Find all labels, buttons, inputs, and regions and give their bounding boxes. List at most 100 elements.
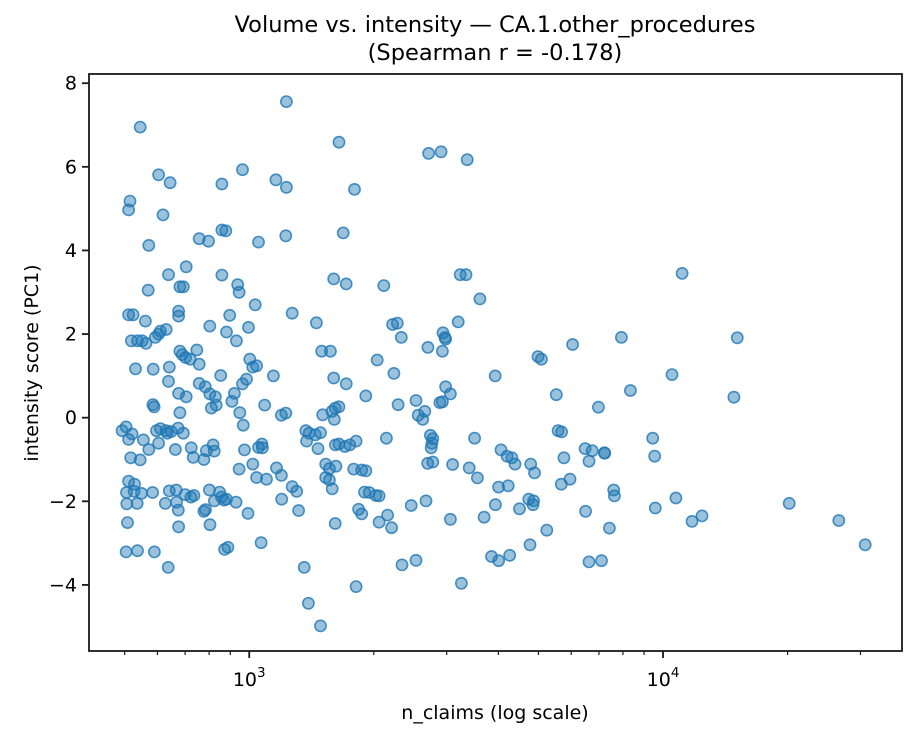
data-point	[359, 464, 373, 478]
data-point	[190, 343, 204, 357]
data-point	[129, 362, 142, 376]
data-point	[485, 550, 498, 563]
data-point	[202, 483, 216, 497]
data-point	[435, 395, 449, 409]
data-point	[172, 309, 185, 323]
data-point	[557, 451, 571, 465]
data-point	[648, 449, 662, 463]
data-point	[203, 319, 217, 333]
data-point	[473, 292, 487, 306]
data-point	[782, 496, 796, 510]
data-point	[372, 489, 386, 503]
data-point	[329, 459, 343, 473]
data-point	[119, 545, 133, 559]
y-tick-label: 8	[65, 73, 77, 95]
data-point	[459, 268, 473, 282]
data-point	[250, 359, 263, 373]
data-point	[229, 334, 243, 348]
data-point	[370, 353, 384, 367]
data-point	[426, 455, 440, 469]
data-point	[184, 490, 198, 504]
tick-labels-layer: 8 6 4 2 0 −2 −4 103 104	[49, 73, 679, 691]
data-point	[395, 558, 409, 572]
data-point	[424, 441, 438, 455]
data-point	[198, 380, 212, 394]
data-point	[377, 279, 391, 292]
data-point	[236, 418, 250, 432]
data-point	[460, 153, 474, 167]
data-point	[503, 548, 517, 562]
data-point	[161, 561, 175, 574]
data-point	[223, 308, 237, 322]
data-point	[314, 619, 327, 633]
data-point	[446, 458, 459, 471]
chart-subtitle: (Spearman r = -0.178)	[368, 40, 623, 66]
data-point	[669, 491, 683, 505]
data-point	[136, 433, 150, 447]
data-point	[513, 502, 526, 516]
data-point	[439, 332, 452, 346]
data-point	[301, 596, 315, 610]
data-point	[325, 482, 339, 496]
data-point	[147, 400, 161, 414]
data-point	[730, 331, 744, 345]
data-point	[470, 471, 484, 485]
data-point	[608, 489, 621, 503]
data-point	[248, 298, 262, 312]
data-point	[339, 277, 353, 291]
data-point	[355, 507, 369, 521]
data-point	[540, 523, 554, 537]
data-point	[229, 495, 243, 509]
data-point	[454, 576, 468, 590]
data-point	[147, 545, 161, 559]
data-point	[488, 369, 502, 383]
y-tick-label: 6	[65, 156, 77, 178]
data-point	[260, 472, 273, 486]
data-point	[220, 325, 233, 339]
data-point	[300, 434, 313, 448]
data-point	[146, 486, 159, 499]
data-point	[675, 266, 689, 280]
data-point	[615, 330, 628, 344]
data-point	[505, 451, 519, 465]
data-point	[127, 484, 141, 498]
data-point	[138, 314, 152, 328]
data-point	[665, 368, 679, 381]
data-point	[359, 389, 373, 403]
data-point	[275, 492, 289, 506]
data-point	[232, 462, 246, 476]
data-point	[173, 406, 187, 420]
data-point	[685, 515, 699, 528]
data-point	[390, 316, 404, 330]
data-point	[492, 554, 505, 568]
data-point	[578, 442, 592, 455]
data-point	[246, 457, 260, 471]
data-point	[227, 386, 241, 400]
data-point	[203, 518, 217, 532]
data-point	[120, 497, 134, 511]
data-point	[443, 387, 457, 401]
data-point	[258, 398, 272, 412]
data-point	[142, 443, 156, 456]
data-point	[309, 316, 323, 330]
data-point	[240, 372, 253, 386]
data-point	[624, 384, 637, 397]
points-layer	[115, 95, 872, 633]
data-point	[315, 344, 329, 358]
data-point	[508, 457, 522, 471]
data-point	[404, 499, 418, 512]
data-point	[126, 308, 140, 322]
data-point	[133, 453, 147, 467]
data-point	[121, 516, 134, 529]
chart-title: Volume vs. intensity — CA.1.other_proced…	[235, 12, 756, 38]
data-point	[162, 374, 175, 388]
x-axis-label: n_claims (log scale)	[401, 702, 588, 724]
data-point	[238, 443, 251, 457]
data-point	[381, 508, 394, 522]
data-point	[492, 480, 505, 494]
data-point	[279, 406, 293, 420]
data-point	[385, 521, 398, 535]
data-point	[358, 485, 371, 499]
